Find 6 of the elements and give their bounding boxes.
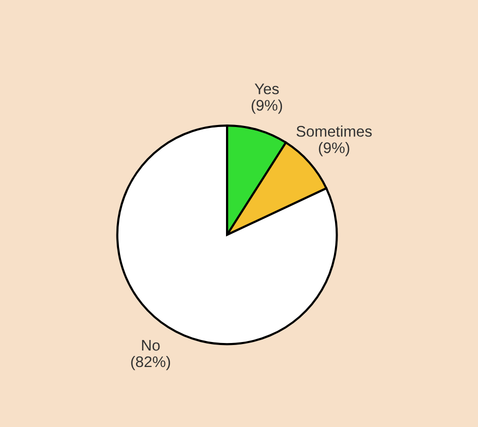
slice-label: Yes	[254, 84, 279, 94]
data-label: (9%)	[252, 99, 282, 114]
slice-label: Sometimes	[296, 126, 372, 137]
data-label: (82%)	[131, 356, 170, 370]
data-label: (9%)	[318, 142, 350, 156]
slice-label: No	[142, 340, 160, 351]
